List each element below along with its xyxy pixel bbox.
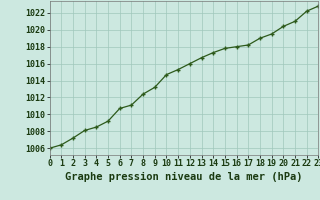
X-axis label: Graphe pression niveau de la mer (hPa): Graphe pression niveau de la mer (hPa) [65, 172, 303, 182]
